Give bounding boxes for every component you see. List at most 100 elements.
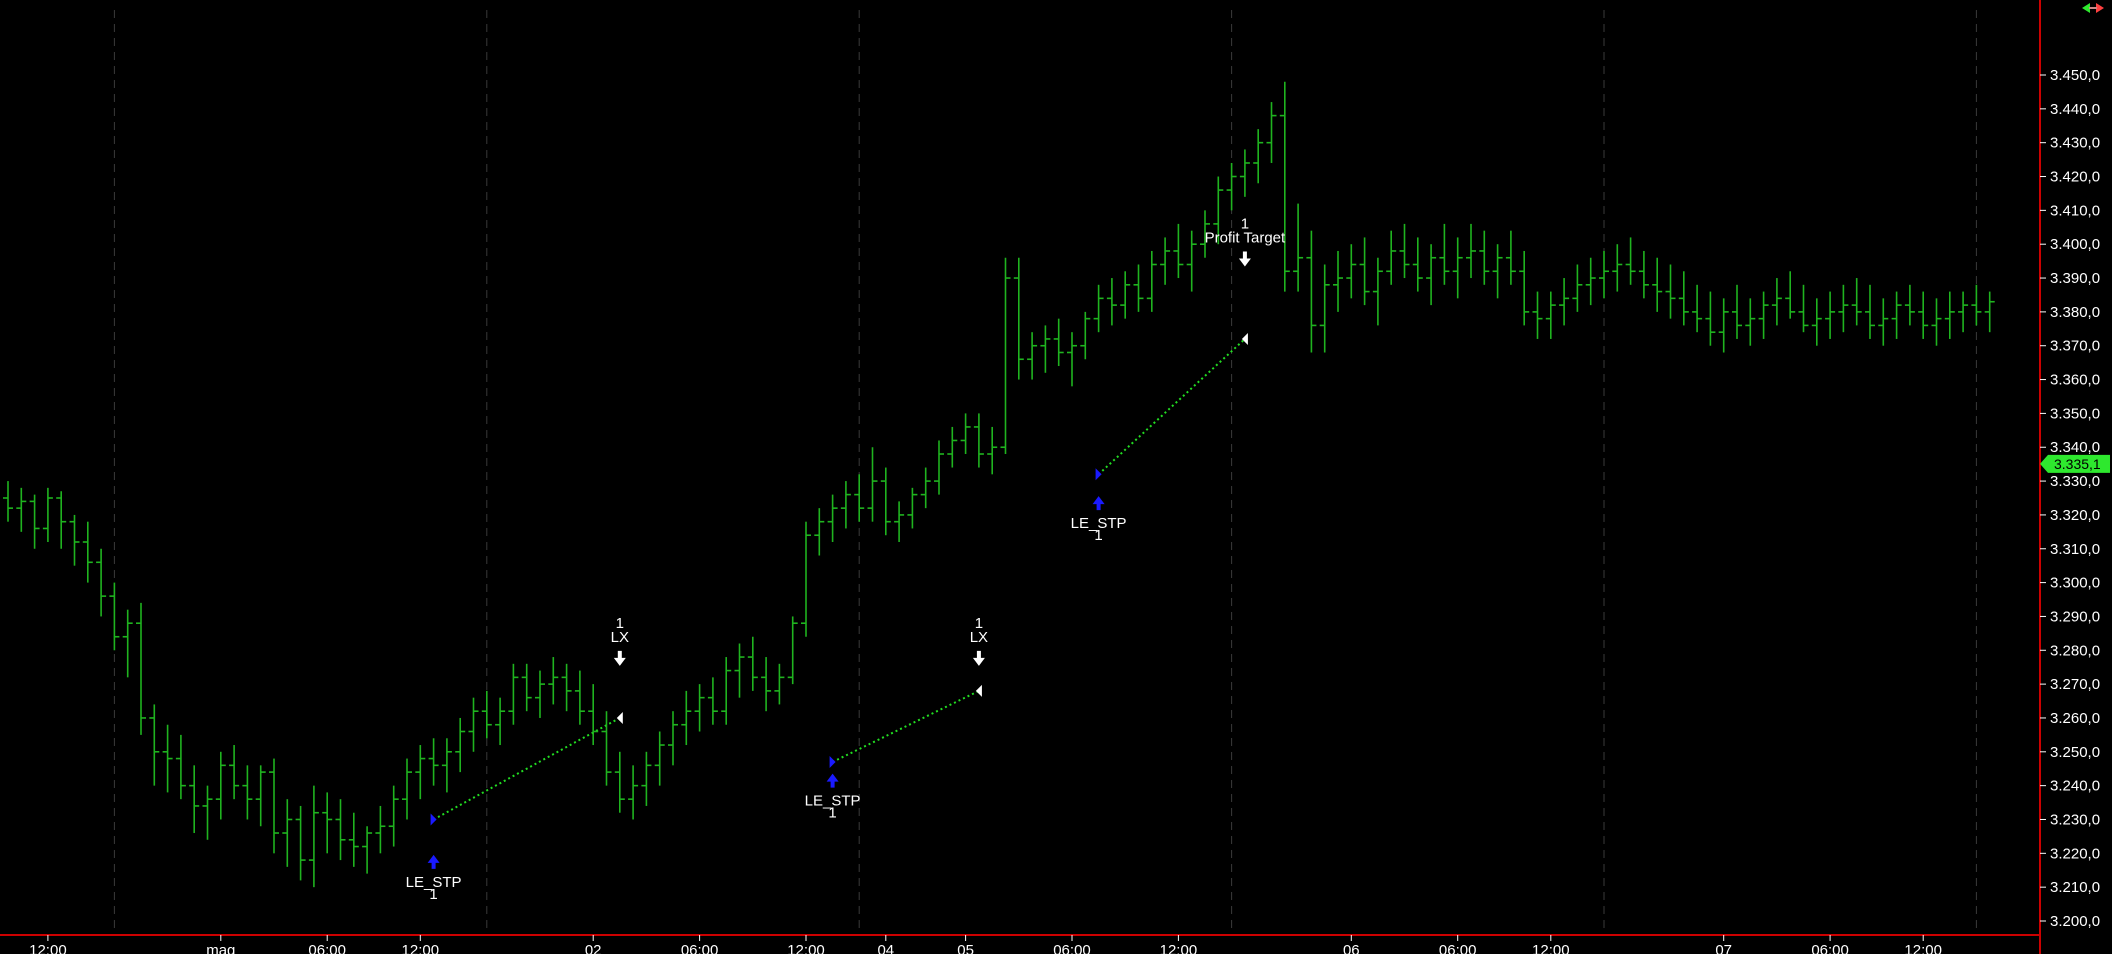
ohlc-bar[interactable] (1851, 278, 1862, 326)
ohlc-bar[interactable] (1705, 291, 1716, 346)
ohlc-bar[interactable] (1758, 291, 1769, 339)
ohlc-bar[interactable] (840, 481, 851, 529)
ohlc-bar[interactable] (149, 704, 160, 786)
ohlc-bar[interactable] (1040, 325, 1051, 373)
ohlc-bar[interactable] (202, 785, 213, 840)
ohlc-bar[interactable] (854, 474, 865, 522)
ohlc-bar[interactable] (242, 765, 253, 820)
ohlc-bar[interactable] (1319, 264, 1330, 353)
ohlc-bar[interactable] (1027, 332, 1038, 380)
ohlc-bar[interactable] (1918, 291, 1929, 339)
ohlc-bar[interactable] (29, 494, 40, 549)
ohlc-bar[interactable] (1372, 257, 1383, 326)
ohlc-bar[interactable] (415, 745, 426, 800)
ohlc-bar[interactable] (588, 684, 599, 746)
ohlc-bar[interactable] (1293, 203, 1304, 292)
ohlc-bar[interactable] (402, 758, 412, 820)
ohlc-bar[interactable] (1146, 250, 1157, 312)
ohlc-bar[interactable] (960, 413, 971, 455)
ohlc-bar[interactable] (255, 765, 266, 827)
ohlc-bar[interactable] (1386, 230, 1397, 285)
ohlc-bar[interactable] (335, 799, 346, 861)
ohlc-bar[interactable] (1545, 291, 1556, 339)
ohlc-bar[interactable] (654, 731, 665, 786)
ohlc-bar[interactable] (1505, 230, 1516, 285)
ohlc-bar[interactable] (1067, 332, 1077, 387)
ohlc-bar[interactable] (1279, 81, 1290, 292)
ohlc-bar[interactable] (508, 663, 519, 725)
ohlc-bar[interactable] (42, 487, 53, 542)
ohlc-bar[interactable] (1572, 264, 1583, 312)
ohlc-bar[interactable] (282, 799, 293, 867)
ohlc-bar[interactable] (1585, 257, 1596, 306)
ohlc-bar[interactable] (122, 609, 133, 678)
ohlc-bar[interactable] (787, 616, 798, 685)
ohlc-bar[interactable] (801, 521, 811, 637)
ohlc-bar[interactable] (1426, 244, 1437, 306)
ohlc-bar[interactable] (1200, 210, 1210, 258)
ohlc-bar[interactable] (1559, 278, 1570, 326)
ohlc-bar[interactable] (1253, 129, 1264, 184)
ohlc-bar[interactable] (1266, 102, 1277, 163)
ohlc-bar[interactable] (1053, 318, 1064, 367)
ohlc-bar[interactable] (1612, 244, 1623, 292)
ohlc-bar[interactable] (388, 785, 399, 847)
ohlc-bar[interactable] (56, 491, 67, 549)
ohlc-bar[interactable] (1878, 298, 1889, 346)
ohlc-bar[interactable] (574, 670, 585, 725)
ohlc-bar[interactable] (1333, 250, 1343, 312)
ohlc-bar[interactable] (1439, 223, 1450, 285)
ohlc-bar[interactable] (1399, 223, 1410, 279)
ohlc-bar[interactable] (1678, 271, 1689, 326)
ohlc-bar[interactable] (495, 697, 506, 746)
ohlc-bar[interactable] (1120, 271, 1131, 319)
ohlc-bar[interactable] (468, 697, 479, 752)
ohlc-bar[interactable] (1891, 291, 1902, 339)
ohlc-bar[interactable] (1160, 237, 1171, 285)
ohlc-bar[interactable] (1412, 237, 1423, 292)
ohlc-bar[interactable] (1638, 250, 1649, 299)
ohlc-bar[interactable] (295, 805, 306, 881)
ohlc-bar[interactable] (1452, 237, 1463, 299)
ohlc-bar[interactable] (1718, 298, 1729, 353)
ohlc-bar[interactable] (1785, 271, 1796, 319)
time-axis[interactable]: 12:00 mag 06:00 12:00 02 06:00 12:00 04 05 06:00 1… (0, 934, 2040, 954)
ohlc-bar[interactable] (1771, 278, 1782, 326)
ohlc-bar[interactable] (774, 663, 785, 705)
ohlc-bar[interactable] (1732, 284, 1742, 339)
ohlc-bar[interactable] (1811, 298, 1822, 346)
ohlc-bar[interactable] (548, 657, 559, 705)
ohlc-bar[interactable] (1652, 257, 1663, 312)
ohlc-bar[interactable] (1865, 284, 1875, 339)
ohlc-bar[interactable] (880, 467, 891, 536)
ohlc-bar[interactable] (1466, 223, 1476, 279)
ohlc-bar[interactable] (1479, 230, 1490, 285)
ohlc-bar[interactable] (1745, 298, 1756, 346)
ohlc-bar[interactable] (641, 751, 652, 806)
ohlc-bar[interactable] (734, 643, 745, 698)
ohlc-bar[interactable] (1093, 284, 1104, 333)
price-axis[interactable]: 3.200,0 3.210,0 3.220,0 3.230,0 3.240,0 3.250… (2039, 0, 2110, 954)
ohlc-bar[interactable] (1532, 291, 1543, 339)
ohlc-bar[interactable] (1186, 230, 1197, 292)
ohlc-bar[interactable] (455, 717, 466, 773)
ohlc-bar[interactable] (721, 657, 732, 725)
ohlc-bar[interactable] (229, 745, 240, 800)
ohlc-bar[interactable] (3, 481, 13, 522)
ohlc-bar[interactable] (694, 684, 705, 732)
ohlc-bar[interactable] (681, 690, 692, 746)
ohlc-bar[interactable] (867, 447, 878, 522)
ohlc-bar[interactable] (1013, 257, 1024, 380)
ohlc-bar[interactable] (1838, 284, 1849, 333)
ohlc-bar[interactable] (827, 494, 838, 542)
ohlc-bar[interactable] (375, 805, 386, 854)
ohlc-bar[interactable] (521, 663, 532, 712)
ohlc-bar[interactable] (1359, 237, 1370, 306)
ohlc-bar[interactable] (162, 724, 173, 793)
ohlc-bar[interactable] (535, 670, 545, 718)
ohlc-bar[interactable] (1931, 298, 1942, 346)
ohlc-bar[interactable] (947, 426, 958, 468)
ohlc-bar[interactable] (1944, 291, 1955, 339)
ohlc-bar[interactable] (308, 785, 319, 888)
